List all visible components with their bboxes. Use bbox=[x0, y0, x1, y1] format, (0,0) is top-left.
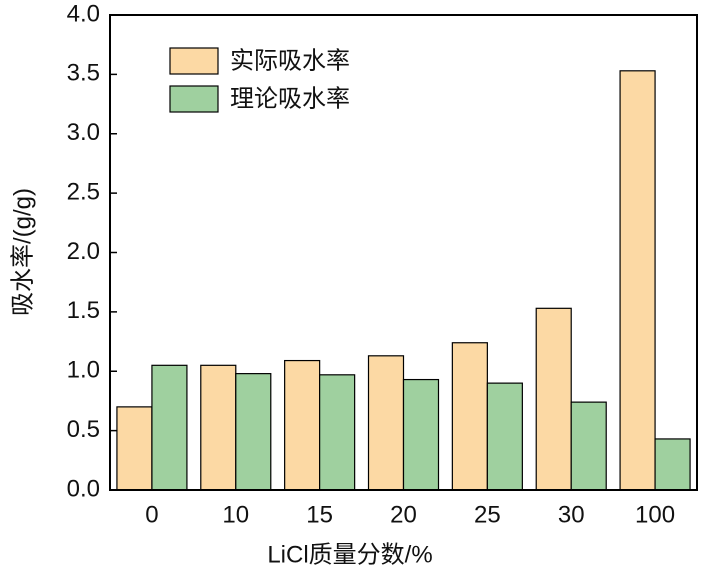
y-tick-label: 4.0 bbox=[67, 0, 100, 27]
bar bbox=[367, 355, 405, 491]
x-tick-label: 20 bbox=[390, 501, 417, 528]
x-tick-label: 30 bbox=[558, 501, 585, 528]
bar bbox=[319, 374, 356, 491]
x-tick-label: 10 bbox=[222, 501, 249, 528]
x-tick-label: 15 bbox=[306, 501, 333, 528]
bar bbox=[402, 378, 440, 491]
bar bbox=[284, 359, 321, 491]
y-axis-label: 吸水率/(g/g) bbox=[9, 188, 36, 316]
y-tick-label: 3.5 bbox=[67, 60, 100, 87]
bar bbox=[570, 401, 607, 491]
bar bbox=[235, 373, 272, 491]
bar bbox=[535, 307, 572, 491]
x-axis-label: LiCl质量分数/% bbox=[267, 541, 432, 568]
bar bbox=[451, 342, 488, 491]
bar bbox=[151, 364, 188, 491]
y-tick-label: 3.0 bbox=[67, 119, 100, 146]
legend-swatch bbox=[169, 85, 219, 113]
y-tick-label: 2.5 bbox=[67, 178, 100, 205]
x-tick-label: 0 bbox=[145, 501, 158, 528]
bar bbox=[619, 70, 656, 491]
bar bbox=[486, 382, 523, 491]
y-tick-label: 2.0 bbox=[67, 238, 100, 265]
legend-label: 理论吸水率 bbox=[230, 85, 350, 112]
y-tick-label: 1.5 bbox=[67, 297, 100, 324]
x-tick-label: 100 bbox=[635, 501, 675, 528]
y-tick-label: 1.0 bbox=[67, 357, 100, 384]
y-tick-label: 0.5 bbox=[67, 416, 100, 443]
bar bbox=[200, 364, 237, 491]
bar bbox=[654, 438, 691, 491]
legend-label: 实际吸水率 bbox=[230, 47, 350, 74]
y-tick-label: 0.0 bbox=[67, 475, 100, 502]
x-tick-label: 25 bbox=[474, 501, 501, 528]
plot-frame bbox=[109, 14, 698, 491]
legend-swatch bbox=[169, 47, 219, 75]
bar bbox=[116, 406, 153, 491]
